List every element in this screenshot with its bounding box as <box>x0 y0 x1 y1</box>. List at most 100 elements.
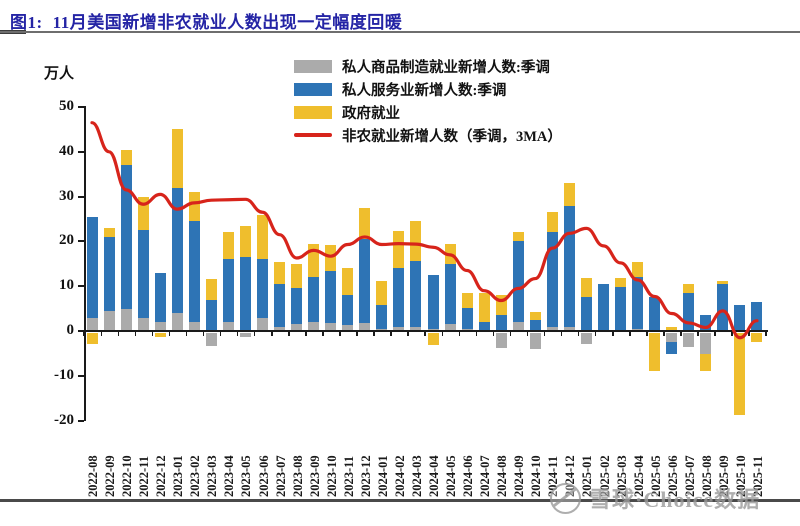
x-axis-tick <box>424 332 426 336</box>
bar-segment <box>683 333 695 348</box>
legend-label: 政府就业 <box>342 105 400 122</box>
bar-segment <box>154 333 166 338</box>
bar-segment <box>274 261 286 284</box>
bar-segment <box>137 196 149 231</box>
bar-segment <box>257 259 268 318</box>
bar-segment <box>427 333 439 345</box>
x-axis-category-label: 2024-06 <box>461 455 476 497</box>
bar-segment <box>103 310 115 331</box>
bar-segment <box>171 129 183 188</box>
bar-segment <box>700 315 712 331</box>
bar-segment <box>103 227 115 237</box>
x-axis-category-label: 2023-11 <box>341 456 356 497</box>
bar-segment <box>188 192 200 222</box>
bar-segment <box>410 261 422 327</box>
x-axis-category-label: 2024-01 <box>375 455 390 497</box>
bar-segment <box>376 305 388 329</box>
bar-segment <box>239 333 251 338</box>
bar-segment <box>171 313 183 331</box>
bar-segment <box>598 283 609 331</box>
bar-segment <box>649 333 661 372</box>
x-axis-category-label: 2023-02 <box>188 455 203 497</box>
x-axis-tick <box>646 332 648 336</box>
bar-segment <box>86 216 98 318</box>
figure-title-bar: 图1: 11月美国新增非农就业人数出现一定幅度回暖 <box>10 8 790 33</box>
bar-segment <box>120 165 132 309</box>
bar-segment <box>410 220 422 262</box>
x-axis-tick <box>185 332 188 336</box>
x-axis-category-label: 2023-01 <box>171 455 186 497</box>
trend-line-swatch-icon <box>294 133 332 137</box>
x-axis-tick <box>560 332 563 336</box>
bar-segment <box>444 263 456 325</box>
y-axis-tick-label: -10 <box>54 366 74 383</box>
bar-segment <box>632 277 644 329</box>
bar-segment <box>103 236 115 311</box>
y-axis-tick <box>78 195 84 198</box>
bar-segment <box>666 342 678 355</box>
legend-item-government: 政府就业 <box>294 104 562 122</box>
figure-bottom-rule <box>0 499 800 502</box>
x-axis-category-label: 2023-10 <box>324 455 339 497</box>
x-axis-tick <box>100 332 103 336</box>
bar-segment <box>342 295 354 326</box>
bar-segment <box>563 205 575 327</box>
y-axis-tick <box>78 374 84 377</box>
bar-segment <box>154 272 166 323</box>
y-axis-tick-label: 30 <box>59 187 74 204</box>
x-axis-tick <box>697 332 699 336</box>
bar-segment <box>222 232 234 260</box>
bar-segment <box>580 333 592 345</box>
bar-segment <box>393 231 405 268</box>
bar-segment <box>205 279 217 300</box>
bar-segment <box>717 280 729 284</box>
y-axis-tick-label: -20 <box>54 411 74 428</box>
x-axis-category-label: 2023-09 <box>307 455 322 497</box>
x-axis-tick <box>526 332 529 336</box>
bar-segment <box>291 288 303 325</box>
x-axis-tick <box>288 332 290 336</box>
y-axis-tick-label: 10 <box>59 277 74 294</box>
x-axis-category-label: 2024-05 <box>444 455 459 497</box>
y-axis-tick <box>78 106 84 108</box>
legend-item-services: 私人服务业新增人数:季调 <box>294 81 562 99</box>
y-axis-tick <box>78 150 84 153</box>
x-axis-category-label: 2022-11 <box>137 456 152 497</box>
y-axis-unit-label: 万人 <box>44 66 75 82</box>
bar-segment <box>86 333 98 345</box>
bar-segment <box>376 281 388 305</box>
x-axis-category-label: 2024-03 <box>409 455 424 497</box>
x-axis-tick <box>577 332 580 336</box>
watermark-text: 雪球·Choice数据 <box>589 487 761 512</box>
bar-segment <box>274 283 286 327</box>
bar-segment <box>751 301 763 331</box>
bar-segment <box>461 307 473 329</box>
x-axis-tick <box>458 332 461 336</box>
bar-segment <box>137 317 149 331</box>
services-swatch-icon <box>294 82 332 96</box>
x-axis-tick <box>509 332 512 336</box>
bar-segment <box>291 263 303 289</box>
bar-segment <box>427 274 439 329</box>
x-axis-category-label: 2024-08 <box>495 455 510 497</box>
bar-segment <box>239 257 251 331</box>
bar-segment <box>325 244 337 272</box>
x-axis-category-label: 2023-06 <box>256 455 271 497</box>
x-axis-tick <box>305 332 307 336</box>
bar-segment <box>222 259 234 323</box>
x-axis-category-label: 2023-12 <box>358 455 373 497</box>
x-axis-tick <box>373 332 375 336</box>
bar-segment <box>529 333 541 349</box>
x-axis-tick <box>219 332 222 336</box>
bar-segment <box>734 333 746 416</box>
bar-segment <box>512 241 524 323</box>
bar-segment <box>393 267 405 327</box>
x-axis-tick <box>492 332 495 336</box>
bar-segment <box>495 333 507 349</box>
x-axis-tick <box>441 332 444 336</box>
legend-item-trend-line: 非农就业新增人数（季调，3MA） <box>294 127 562 145</box>
x-axis-tick <box>202 332 205 336</box>
bar-segment <box>308 277 320 323</box>
bar-segment <box>580 297 592 331</box>
bar-segment <box>137 230 149 318</box>
